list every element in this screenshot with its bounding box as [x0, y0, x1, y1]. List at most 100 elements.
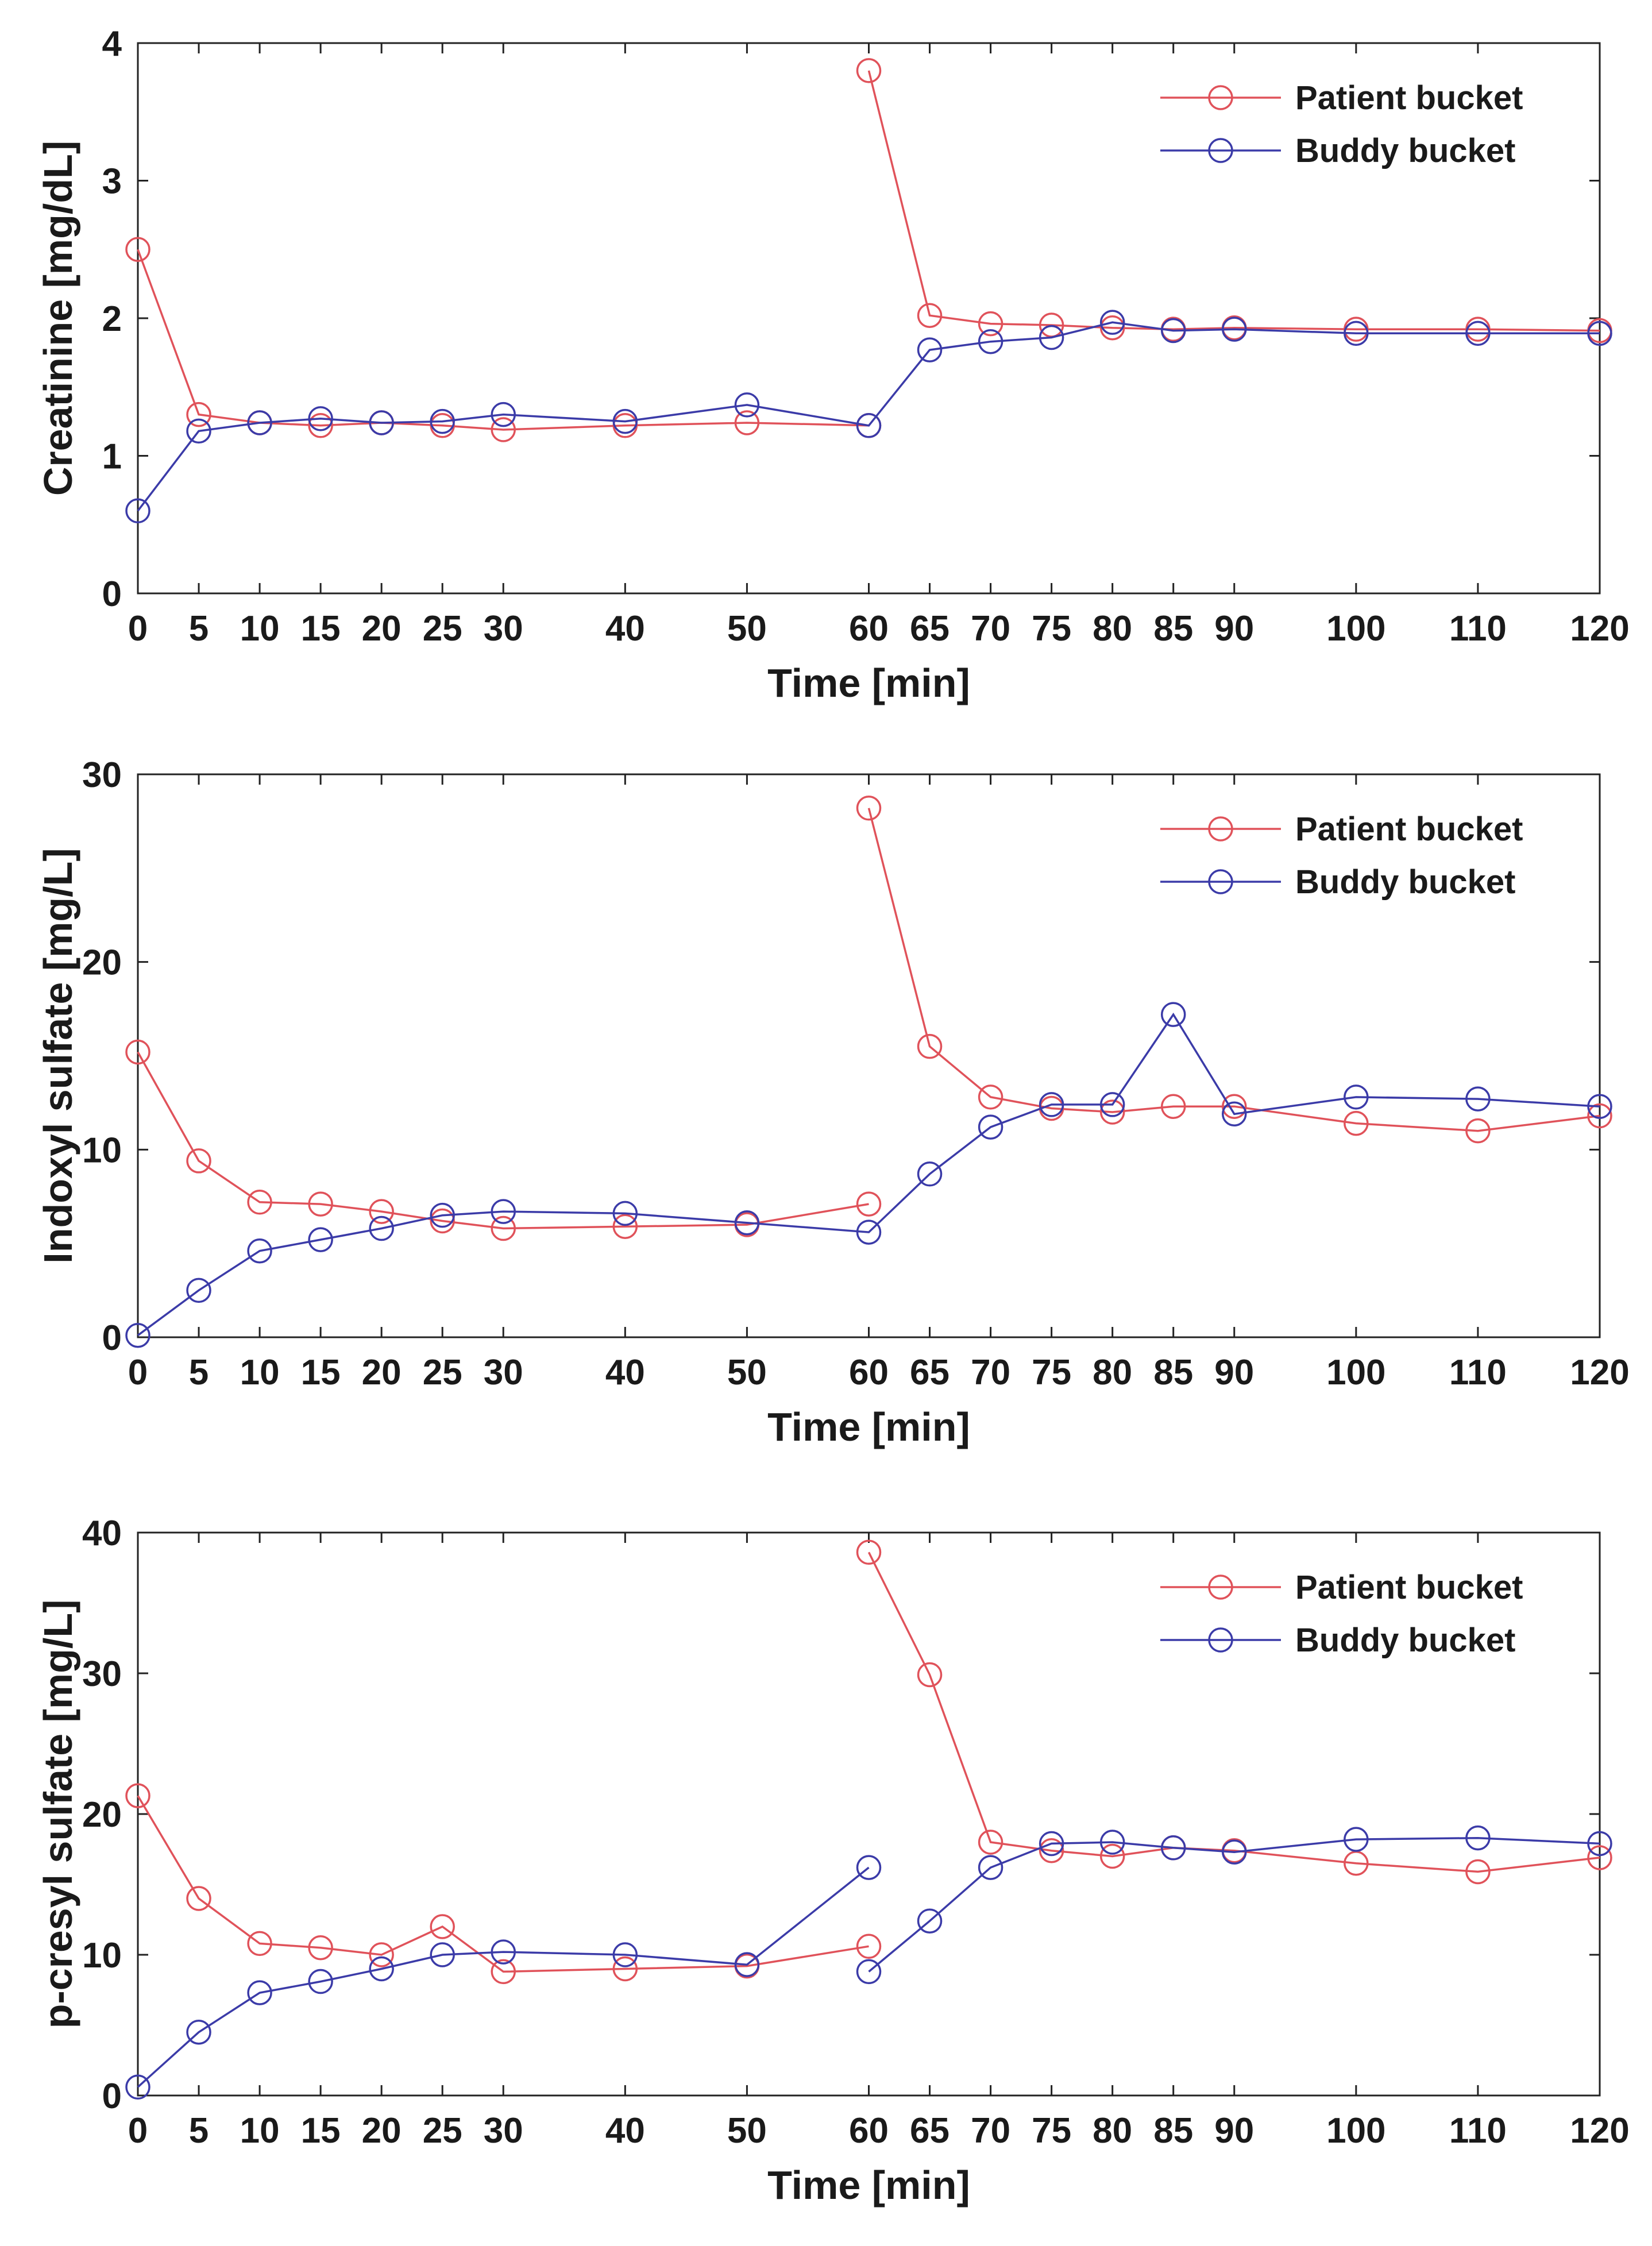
data-point-patient	[491, 1959, 516, 1985]
legend-label-patient: Patient bucket	[1295, 811, 1523, 848]
series-buddy	[125, 310, 1612, 524]
data-point-buddy	[856, 1220, 882, 1245]
data-point-patient	[978, 311, 1003, 337]
data-point-buddy	[734, 1952, 760, 1977]
y-tick-label: 0	[102, 2077, 122, 2116]
y-tick-label: 10	[82, 1936, 122, 1975]
x-tick-label: 15	[301, 1353, 341, 1392]
data-point-buddy	[125, 2074, 150, 2100]
x-tick-label: 25	[423, 1353, 462, 1392]
data-point-patient	[430, 1208, 455, 1234]
data-point-buddy	[369, 1215, 394, 1241]
data-point-buddy	[186, 2020, 211, 2045]
data-point-buddy	[247, 1238, 272, 1264]
data-point-buddy	[125, 498, 150, 524]
data-point-buddy	[978, 1855, 1003, 1880]
series-line-buddy	[137, 1866, 870, 2088]
data-point-patient	[1465, 1859, 1491, 1885]
data-point-patient	[1222, 1094, 1247, 1119]
series-line-patient	[867, 70, 1600, 332]
legend-label-patient: Patient bucket	[1295, 79, 1523, 117]
x-tick-label: 60	[849, 2111, 889, 2151]
data-point-buddy	[1160, 318, 1186, 344]
y-tick-label: 0	[102, 1318, 122, 1358]
data-point-patient	[1587, 1845, 1612, 1870]
series-line-buddy	[868, 1836, 1600, 1973]
data-point-patient	[856, 58, 882, 83]
data-point-buddy	[1587, 1094, 1612, 1119]
chart-indoxyl: 0 5 10 15 20 25 30 40 50 60 65 70 75 80 85 90 100 110 120 0…	[36, 755, 1630, 1449]
x-tick-label: 85	[1153, 609, 1193, 649]
data-point-patient	[612, 1956, 638, 1982]
series-line-buddy	[137, 321, 1600, 512]
data-point-patient	[917, 1033, 943, 1059]
data-point-buddy	[369, 1956, 394, 1982]
data-point-buddy	[917, 1161, 943, 1187]
x-tick-label: 65	[910, 609, 949, 649]
data-point-buddy	[1099, 310, 1125, 335]
x-tick-label: 120	[1570, 609, 1629, 649]
x-tick-label: 80	[1093, 609, 1132, 649]
series-line-patient	[867, 1552, 1600, 1873]
data-point-buddy	[1344, 321, 1369, 346]
y-tick-label: 30	[82, 1654, 122, 1694]
series-line-patient	[137, 249, 869, 431]
data-point-patient	[308, 1191, 333, 1217]
data-point-patient	[1587, 1103, 1612, 1129]
x-tick-label: 10	[240, 2111, 280, 2151]
x-tick-label: 75	[1032, 609, 1071, 649]
y-axis-label: Creatinine [mg/dL]	[36, 141, 80, 496]
x-tick-label: 5	[189, 609, 209, 649]
data-point-buddy	[186, 1278, 211, 1303]
data-point-buddy	[1465, 1086, 1491, 1112]
data-point-patient	[308, 413, 333, 438]
x-tick-label: 30	[484, 1353, 523, 1392]
legend-marker-buddy	[1208, 138, 1233, 163]
x-tick-label: 70	[971, 1353, 1010, 1392]
x-tick-label: 0	[128, 2111, 148, 2151]
series-buddy	[125, 1825, 1612, 2100]
data-point-patient	[917, 1662, 943, 1688]
y-tick-label: 10	[82, 1130, 122, 1170]
x-tick-label: 20	[362, 1353, 402, 1392]
x-tick-label: 70	[971, 609, 1010, 649]
data-point-patient	[247, 1931, 272, 1956]
x-tick-label: 40	[605, 2111, 645, 2151]
data-point-buddy	[1160, 1835, 1186, 1861]
data-point-patient	[978, 1830, 1003, 1855]
data-point-buddy	[125, 1322, 150, 1348]
data-point-buddy	[491, 1199, 516, 1224]
data-point-buddy	[1222, 1101, 1247, 1127]
data-point-patient	[978, 1085, 1003, 1110]
x-tick-label: 30	[484, 2111, 523, 2151]
data-point-buddy	[734, 392, 760, 418]
data-point-patient	[1039, 1838, 1064, 1863]
data-point-buddy	[978, 329, 1003, 354]
data-point-patient	[308, 1935, 333, 1961]
x-tick-label: 30	[484, 609, 523, 649]
x-tick-label: 65	[910, 1353, 949, 1392]
data-point-buddy	[1039, 1831, 1064, 1857]
data-point-patient	[247, 1190, 272, 1215]
data-point-buddy	[856, 1959, 882, 1985]
series-line-buddy	[137, 1012, 1600, 1337]
x-tick-label: 110	[1449, 2111, 1507, 2151]
data-point-patient	[430, 1914, 455, 1939]
series-line-patient	[137, 1795, 869, 1973]
y-tick-label: 30	[82, 755, 122, 795]
x-tick-label: 50	[727, 1353, 767, 1392]
data-point-buddy	[917, 1908, 943, 1934]
data-point-patient	[491, 417, 516, 442]
chart-creatinine: 0 5 10 15 20 25 30 40 50 60 65 70 75 80 85 90 100 110 120 0…	[36, 24, 1630, 705]
data-point-patient	[125, 1039, 150, 1065]
x-tick-label: 50	[727, 2111, 767, 2151]
series-patient	[125, 796, 1612, 1241]
x-tick-label: 10	[240, 609, 280, 649]
data-point-buddy	[1099, 1830, 1125, 1855]
data-point-patient	[186, 1148, 211, 1174]
data-point-buddy	[1222, 317, 1247, 342]
x-tick-label: 100	[1326, 609, 1385, 649]
data-point-buddy	[1344, 1085, 1369, 1110]
data-point-buddy	[856, 1855, 882, 1880]
